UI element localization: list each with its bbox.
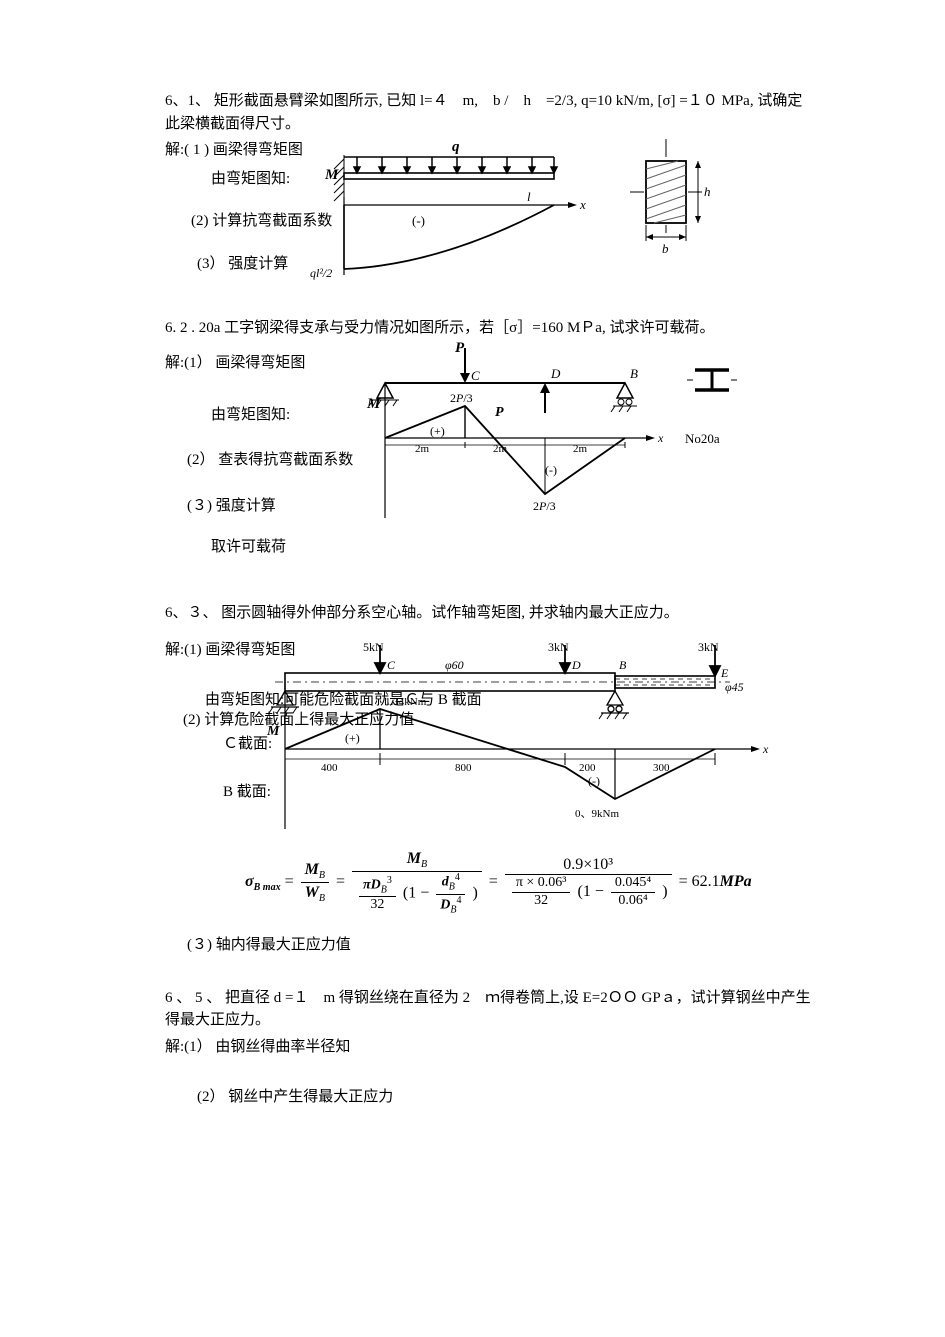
- svg-text:B: B: [619, 658, 627, 672]
- p2-step1b: 由弯矩图知:: [211, 407, 290, 423]
- svg-text:0、9kNm: 0、9kNm: [575, 808, 619, 820]
- p1-step1b: 由弯矩图知:: [211, 171, 290, 187]
- svg-text:(-): (-): [545, 463, 557, 477]
- problem-6-2: 6. 2 . 20a 工字钢梁得支承与受力情况如图所示，若［σ］=160 MＰa…: [165, 317, 815, 558]
- svg-text:3kN: 3kN: [548, 640, 569, 654]
- p3-step2: (2) 计算危险截面上得最大正应力值: [183, 712, 414, 728]
- svg-text:h: h: [704, 184, 711, 199]
- p4-step1: (1） 由钢丝得曲率半径知: [184, 1039, 350, 1055]
- p2-step4: 取许可载荷: [211, 539, 286, 555]
- svg-text:x: x: [657, 431, 664, 445]
- svg-text:(-): (-): [588, 774, 600, 788]
- svg-text:φ45: φ45: [725, 680, 744, 694]
- svg-text:3kN: 3kN: [698, 640, 719, 654]
- svg-text:P: P: [455, 340, 465, 356]
- problem-6-1: 6、1、 矩形截面悬臂梁如图所示, 已知 l=４ m, b / h =2/3, …: [165, 90, 815, 287]
- p2-step3: (３) 强度计算: [187, 498, 276, 514]
- svg-text:D: D: [571, 658, 581, 672]
- p3-step3: (３) 轴内得最大正应力值: [187, 937, 351, 953]
- p1-step1: ( 1 ) 画梁得弯矩图: [184, 142, 303, 158]
- p3-step1b-pre: 由弯矩图知:: [205, 692, 284, 708]
- svg-text:C: C: [387, 658, 396, 672]
- svg-text:M: M: [324, 167, 339, 183]
- svg-text:P: P: [495, 405, 504, 420]
- p2-step2: (2） 查表得抗弯截面系数: [187, 452, 353, 468]
- svg-text:B: B: [630, 366, 638, 381]
- p2-beam-diagram: P C D B M x: [355, 338, 675, 538]
- p3-stepC: Ｃ截面:: [223, 736, 272, 752]
- svg-text:400: 400: [321, 762, 338, 774]
- p1-section-diagram: h b: [620, 139, 720, 259]
- svg-text:M: M: [366, 396, 381, 412]
- svg-text:200: 200: [579, 762, 596, 774]
- svg-text:ql²/2: ql²/2: [310, 266, 332, 280]
- svg-text:E: E: [720, 666, 729, 680]
- p4-sol: 解:: [165, 1039, 184, 1055]
- p2-sol: 解:: [165, 355, 184, 371]
- svg-text:φ60: φ60: [445, 658, 464, 672]
- svg-text:(+): (+): [430, 424, 445, 438]
- p1-sol: 解:: [165, 142, 184, 158]
- svg-text:x: x: [579, 197, 586, 212]
- p2-section-icon: [685, 360, 739, 420]
- svg-text:(+): (+): [345, 731, 360, 745]
- p2-header: 6. 2 . 20a 工字钢梁得支承与受力情况如图所示，若［σ］=160 MＰa…: [165, 317, 815, 340]
- svg-text:b: b: [662, 241, 669, 256]
- p2-section-label: No20a: [685, 429, 739, 449]
- problem-6-5: 6 、 5 、 把直径 d =１ m 得钢丝绕在直径为 2 ｍ得卷筒上,设 E=…: [165, 987, 815, 1109]
- svg-text:(-): (-): [412, 213, 425, 228]
- p4-header: 6 、 5 、 把直径 d =１ m 得钢丝绕在直径为 2 ｍ得卷筒上,设 E=…: [165, 987, 815, 1032]
- p1-beam-diagram: q M x l (-) ql²/2: [302, 137, 592, 287]
- p4-step2: (2） 钢丝中产生得最大正应力: [197, 1089, 393, 1105]
- p3-step1b-post: 可能危险截面就是Ｃ与 B 截面: [284, 692, 482, 708]
- svg-text:300: 300: [653, 762, 670, 774]
- p3-beam-diagram: 5kN 3kN 3kN C D B E φ60 φ45 x M 1.34kNm: [245, 639, 805, 849]
- svg-text:2P/3: 2P/3: [533, 499, 556, 513]
- p3-stepB: B 截面:: [223, 784, 271, 800]
- p2-step1: (1） 画梁得弯矩图: [184, 355, 305, 371]
- svg-text:800: 800: [455, 762, 472, 774]
- svg-text:2P/3: 2P/3: [450, 391, 473, 405]
- svg-text:D: D: [550, 366, 561, 381]
- svg-text:C: C: [471, 368, 480, 383]
- problem-6-3: 6、３、 图示圆轴得外伸部分系空心轴。试作轴弯矩图, 并求轴内最大正应力。 解:…: [165, 602, 815, 957]
- svg-text:l: l: [527, 189, 531, 204]
- svg-text:5kN: 5kN: [363, 640, 384, 654]
- svg-text:x: x: [762, 742, 769, 756]
- svg-text:q: q: [452, 139, 460, 155]
- p1-header: 6、1、 矩形截面悬臂梁如图所示, 已知 l=４ m, b / h =2/3, …: [165, 90, 815, 135]
- p1-step3: (3） 强度计算: [197, 256, 288, 272]
- p3-equation: σB max = MB WB = MB πDB3 32 (1 − dB4 D: [245, 849, 815, 916]
- p3-header: 6、３、 图示圆轴得外伸部分系空心轴。试作轴弯矩图, 并求轴内最大正应力。: [165, 602, 815, 625]
